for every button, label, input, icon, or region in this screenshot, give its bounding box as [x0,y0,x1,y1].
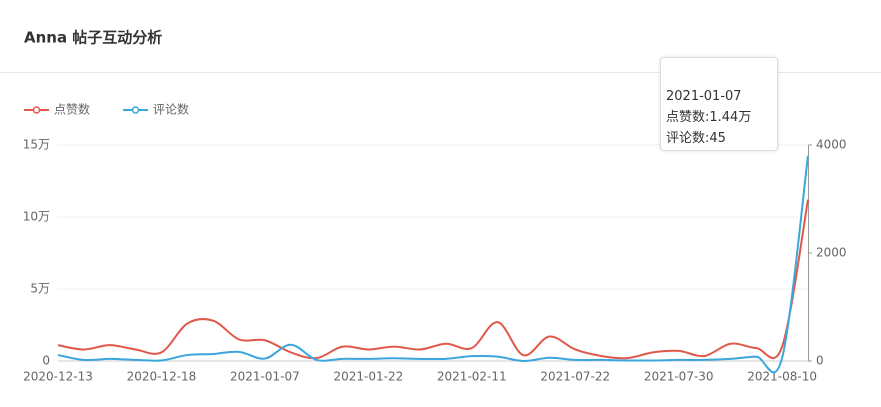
chart-title: Anna 帖子互动分析 [24,29,162,47]
y-tick-label: 0 [42,354,50,368]
x-tick-label: 2020-12-13 [23,370,93,384]
x-tick-label: 2021-01-07 [230,370,300,384]
y-tick-label: 10万 [23,210,50,224]
y2-tick-label: 2000 [816,246,847,260]
legend-label: 评论数 [153,102,189,117]
y-tick-label: 5万 [30,282,50,296]
series-line [57,199,809,360]
x-tick-label: 2021-08-10 [747,370,817,384]
series-line [57,155,809,374]
tooltip-line: 评论数:45 [666,131,726,146]
x-tick-label: 2020-12-18 [127,370,197,384]
y2-tick-label: 4000 [816,138,847,152]
x-tick-label: 2021-07-30 [644,370,714,384]
legend-marker [131,106,140,114]
x-tick-label: 2021-02-11 [437,370,507,384]
y2-tick-label: 0 [816,354,824,368]
legend-marker [32,106,41,114]
legend-label: 点赞数 [54,102,90,117]
x-tick-label: 2021-01-22 [333,370,403,384]
tooltip-date: 2021-01-07 [666,89,742,104]
y-tick-label: 15万 [23,138,50,152]
tooltip-line: 点赞数:1.44万 [666,110,752,125]
tooltip: 2021-01-07 点赞数:1.44万 评论数:45 [660,57,778,151]
x-tick-label: 2021-07-22 [540,370,610,384]
